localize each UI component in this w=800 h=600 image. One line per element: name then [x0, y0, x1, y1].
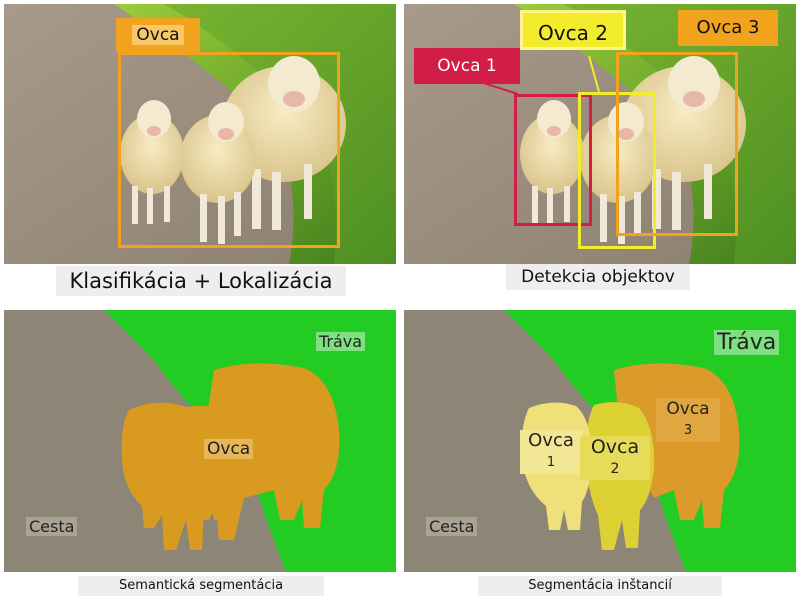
label-grass: Tráva	[316, 332, 366, 351]
label-sheep-1-name: Ovca	[528, 430, 574, 451]
label-sheep-3-text: Ovca 3	[696, 17, 760, 38]
label-road: Cesta	[26, 517, 78, 536]
label-sheep-3: Ovca 3	[678, 10, 778, 46]
label-sheep-3-number: 3	[683, 423, 693, 438]
label-sheep-2-text: Ovca 2	[538, 21, 608, 45]
label-sheep-text: Ovca	[132, 25, 184, 45]
caption-instance-segmentation: Segmentácia inštancií	[478, 576, 722, 596]
label-sheep-1-text: Ovca 1	[437, 56, 497, 76]
label-sheep: Ovca	[204, 439, 254, 459]
bounding-box-sheep	[118, 52, 340, 248]
caption-classification-localization: Klasifikácia + Lokalizácia	[56, 266, 346, 296]
semantic-segmentation-map	[4, 310, 396, 572]
label-sheep-2-name: Ovca	[590, 436, 640, 458]
label-sheep-1-number: 1	[546, 455, 556, 470]
label-sheep-1: Ovca 1	[414, 48, 520, 84]
region-sheep	[121, 363, 340, 550]
label-road: Cesta	[426, 517, 478, 536]
label-sheep-2: Ovca 2	[520, 10, 626, 50]
caption-semantic-segmentation: Semantická segmentácia	[78, 576, 324, 596]
label-sheep-3: Ovca 3	[656, 398, 720, 442]
panel-object-detection: Ovca 1 Ovca 2 Ovca 3	[404, 4, 796, 264]
panel-semantic-segmentation: Tráva Cesta Ovca	[4, 310, 396, 572]
label-grass: Tráva	[714, 330, 780, 355]
label-sheep-3-name: Ovca	[666, 399, 710, 419]
label-sheep-2-number: 2	[610, 461, 620, 477]
bounding-box-sheep-3	[616, 52, 738, 236]
caption-object-detection: Detekcia objektov	[506, 264, 690, 290]
label-sheep: Ovca	[116, 18, 200, 52]
panel-classification-localization: Ovca	[4, 4, 396, 264]
panel-instance-segmentation: Tráva Cesta Ovca 1 Ovca 2 Ovca 3	[404, 310, 796, 572]
label-sheep-2: Ovca 2	[580, 436, 650, 480]
label-sheep-1: Ovca 1	[520, 430, 582, 474]
bounding-box-sheep-1	[514, 94, 592, 226]
